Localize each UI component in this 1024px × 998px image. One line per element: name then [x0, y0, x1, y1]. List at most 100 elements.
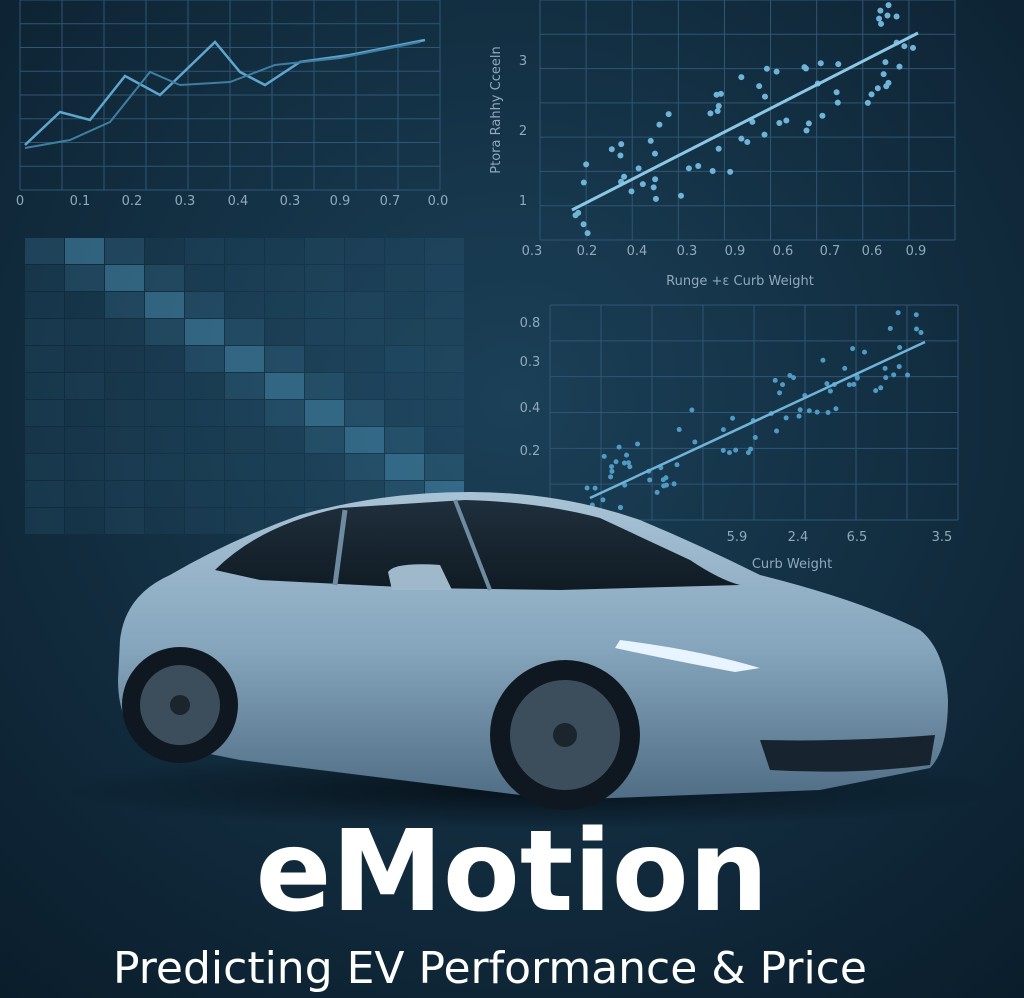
scatter-dot: [819, 112, 826, 119]
scatter-dot: [864, 99, 871, 106]
scatter-dot: [846, 382, 852, 388]
x-tick-label: 0.4: [228, 194, 249, 209]
x-tick-label: 0.3: [522, 244, 543, 259]
scatter-dot: [806, 408, 812, 414]
scatter-dot: [835, 61, 842, 68]
scatter-dot: [647, 137, 654, 144]
y-tick-label: 3: [519, 54, 527, 69]
heatmap-cell: [425, 400, 464, 426]
scatter-dot: [744, 138, 751, 145]
scatter-dot: [752, 434, 758, 440]
y-tick-label: 1: [519, 194, 527, 209]
scatter-dot: [776, 119, 783, 126]
heatmap-cell: [65, 238, 104, 264]
x-tick-label: 0.7: [820, 244, 841, 259]
heatmap-cell: [185, 265, 224, 291]
scatter-dot: [709, 167, 716, 174]
heatmap-cell: [145, 238, 184, 264]
x-axis-title: Curb Weight: [752, 557, 832, 572]
scatter-dot: [707, 110, 714, 117]
scatter-dot: [905, 372, 911, 378]
heatmap-cell: [65, 346, 104, 372]
heatmap-cell: [145, 481, 184, 507]
x-tick-label: 6.5: [847, 530, 868, 545]
scatter-dot: [626, 460, 632, 466]
scatter-dot: [730, 415, 736, 421]
scatter-dot: [797, 407, 803, 413]
heatmap-cell: [305, 319, 344, 345]
scatter-dot: [584, 485, 590, 491]
scatter-dot: [887, 325, 893, 331]
y-tick-label: 0.2: [520, 444, 541, 459]
x-tick-label: 0.9: [725, 244, 746, 259]
heatmap-cell: [25, 265, 64, 291]
heatmap-cell: [25, 292, 64, 318]
heatmap-cell: [425, 292, 464, 318]
x-tick-label: 0.4: [627, 244, 648, 259]
scatter-dot: [617, 152, 624, 159]
heatmap-cell: [385, 454, 424, 480]
heatmap-cell: [225, 373, 264, 399]
heatmap-cell: [65, 319, 104, 345]
scatter-dot: [738, 74, 745, 81]
heatmap-cell: [305, 265, 344, 291]
x-tick-label: 0.6: [773, 244, 794, 259]
scatter-dot: [893, 13, 900, 20]
heatmap-cell: [105, 427, 144, 453]
heatmap-cell: [265, 454, 304, 480]
heatmap-cell: [65, 373, 104, 399]
heatmap-cell: [305, 238, 344, 264]
scatter-dot: [896, 63, 903, 70]
scatter-dot: [780, 382, 786, 388]
x-tick-label: 0.6: [862, 244, 883, 259]
scatter-dot: [621, 460, 627, 466]
heatmap-cell: [145, 454, 184, 480]
heatmap-cell: [265, 400, 304, 426]
heatmap-cell: [345, 238, 384, 264]
scatter-dot: [878, 385, 884, 391]
heatmap-cell: [25, 427, 64, 453]
subtitle: Predicting EV Performance & Price: [113, 943, 867, 994]
heatmap-cell: [25, 481, 64, 507]
fit-line: [589, 340, 926, 500]
heatmap-cell: [425, 454, 464, 480]
heatmap-cell: [225, 319, 264, 345]
scatter-dot: [761, 93, 768, 100]
heatmap-cell: [65, 508, 104, 534]
heatmap-cell: [225, 292, 264, 318]
heatmap-cell: [425, 427, 464, 453]
scatter-dot: [618, 505, 624, 511]
scatter-dot: [884, 12, 891, 19]
x-tick-label: 5.9: [727, 530, 748, 545]
scatter-dot: [676, 427, 682, 433]
scatter-dot: [663, 482, 669, 488]
heatmap-cell: [225, 238, 264, 264]
scatter-dot: [876, 15, 883, 22]
y-tick-label: 0.4: [520, 401, 541, 416]
heatmap-cell: [225, 265, 264, 291]
scatter-dot: [685, 165, 692, 172]
scatter-dot: [787, 373, 793, 379]
heatmap-cell: [105, 346, 144, 372]
heatmap-cell: [345, 292, 384, 318]
scatter-dot: [873, 388, 879, 394]
fit-line: [571, 31, 919, 212]
scatter-dot: [861, 349, 867, 355]
title: eMotion: [256, 807, 769, 937]
heatmap-cell: [305, 481, 344, 507]
heatmap-cell: [265, 265, 304, 291]
scatter-dot: [874, 85, 881, 92]
scatter-dot: [621, 173, 628, 180]
scatter-dot: [692, 439, 698, 445]
heatmap-cell: [385, 238, 424, 264]
scatter-dot: [639, 181, 646, 188]
heatmap-cell: [25, 238, 64, 264]
heatmap-cell: [305, 292, 344, 318]
scatter-dot: [674, 462, 680, 468]
scatter-dot: [772, 377, 778, 383]
x-tick-label: 0.3: [677, 244, 698, 259]
heatmap-cell: [265, 427, 304, 453]
scatter-dot: [891, 372, 897, 378]
scatter-dot: [733, 447, 739, 453]
scatter-dot: [654, 489, 660, 495]
